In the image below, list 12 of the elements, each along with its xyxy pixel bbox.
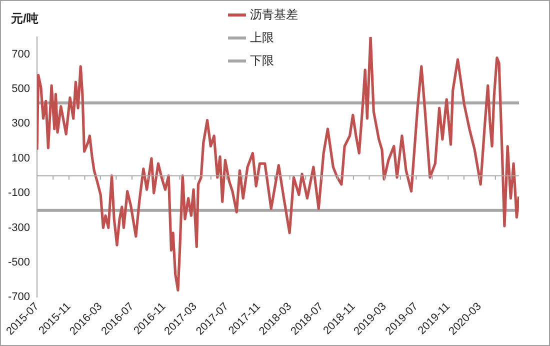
y-tick-label: 500 — [12, 83, 30, 96]
legend-label: 沥青基差 — [250, 7, 298, 22]
y-tick-label: -700 — [8, 291, 30, 304]
y-tick-label: 100 — [12, 152, 30, 164]
legend-label: 上限 — [250, 30, 274, 44]
y-axis-title: 元/吨 — [10, 11, 38, 26]
legend-label: 下限 — [250, 53, 274, 68]
y-tick-label: -300 — [8, 222, 30, 234]
y-tick-label: 700 — [12, 48, 30, 60]
y-tick-label: -500 — [8, 256, 30, 268]
y-tick-label: 300 — [12, 118, 30, 130]
y-tick-label: -100 — [8, 187, 30, 200]
